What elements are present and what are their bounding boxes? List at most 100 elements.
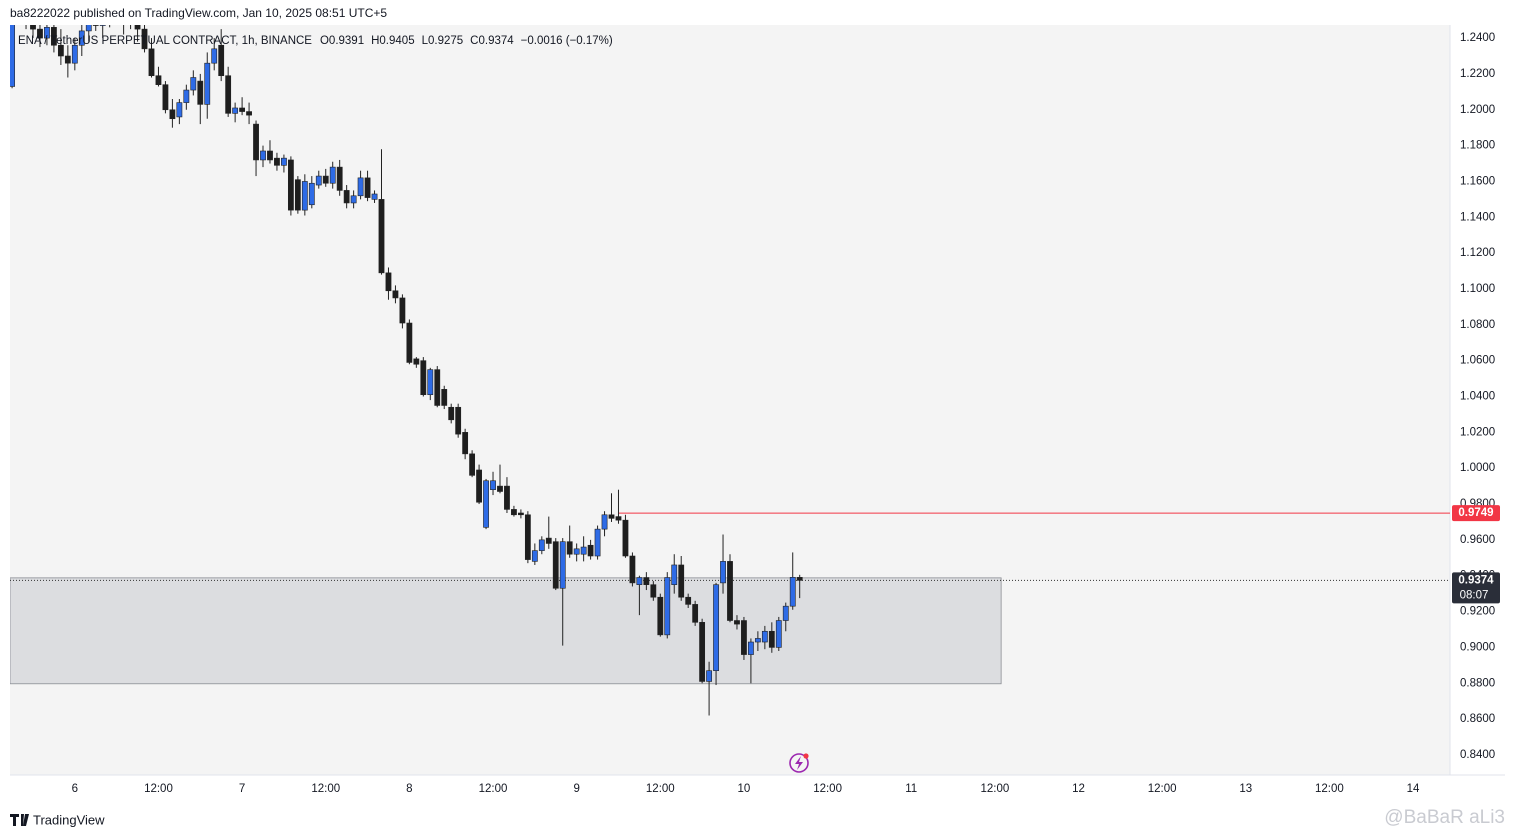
x-tick-label: 12:00 [1315,783,1344,795]
candle-body [559,541,566,589]
resistance-price-label: 0.9749 [1458,507,1493,519]
candle-body [671,564,678,585]
candle-body [371,193,378,200]
candle-body [92,25,99,26]
candle-body [692,604,699,623]
candle-body [775,620,782,648]
candle-body [399,297,406,324]
y-tick-label: 1.0600 [1460,355,1495,367]
candle-body [413,358,420,365]
candle-body [524,514,531,560]
candle-body [148,48,155,77]
ohlc-value: H0.9405 [371,35,414,47]
x-tick-label: 12:00 [813,783,842,795]
countdown-label: 08:07 [1460,589,1489,601]
candle-body [162,84,169,111]
candle-body [155,75,162,85]
candle-body [57,44,64,57]
candle-body [274,157,280,166]
candle-body [211,48,218,64]
candle-body [497,485,503,492]
candle-body [782,605,789,621]
alert-icon [789,753,809,773]
candle-body [225,75,232,114]
candle-body [336,166,343,191]
candle-body [427,369,434,396]
x-tick-label: 11 [905,783,917,795]
candle-body [518,512,524,516]
x-tick-label: 7 [239,783,245,795]
candle-body [734,620,740,625]
y-tick-label: 1.0000 [1460,462,1495,474]
x-tick-label: 12:00 [980,783,1009,795]
candle-body [197,80,204,105]
candle-body [594,528,601,557]
x-tick-label: 13 [1239,783,1252,795]
candle-body [720,561,726,584]
y-tick-label: 0.8800 [1460,677,1495,689]
candle-body [601,514,608,530]
y-tick-label: 1.2200 [1460,68,1495,80]
y-tick-label: 1.2400 [1460,32,1495,44]
candle-body [294,179,301,211]
brand-logo [10,814,29,826]
y-tick-label: 1.1200 [1460,247,1495,259]
candle-body [448,406,455,421]
last-price-label: 0.9374 [1458,574,1494,586]
plot-area [10,25,1450,716]
candle-body [343,190,350,204]
candle-body [406,322,413,363]
axes: 0.84000.86000.88000.90000.92000.94000.96… [72,32,1500,795]
x-tick-label: 12 [1072,783,1085,795]
candle-body [483,480,489,528]
candle-body [455,406,462,435]
candle-body [476,469,482,503]
candle-body [51,27,57,46]
candle-body [615,516,622,521]
legend: ENA / TetherUS PERPETUAL CONTRACT, 1h, B… [18,35,613,47]
candle-body [218,44,225,77]
y-tick-label: 1.0400 [1460,391,1495,403]
candle-body [64,55,71,64]
candle-body [636,577,643,585]
y-tick-label: 1.1600 [1460,175,1495,187]
candle-body [643,577,650,585]
y-tick-label: 1.0200 [1460,426,1495,438]
y-tick-label: 1.1400 [1460,211,1495,223]
candle-body [622,519,629,557]
x-tick-label: 12:00 [144,783,173,795]
candle-body [301,181,308,211]
candle-body [308,182,315,206]
candle-body [587,544,594,557]
candle-body [183,89,190,103]
y-tick-label: 0.9000 [1460,641,1495,653]
candle-body [511,509,517,516]
candle-body [385,272,392,292]
candle-body [552,541,559,589]
candle-body [99,25,106,26]
candle-body [350,195,357,204]
candle-body [580,546,587,555]
candle-body [441,389,448,406]
candle-body [566,541,573,555]
candle-body [664,577,671,636]
candle-body [573,548,580,555]
candle-body [761,630,768,643]
candle-body [392,290,399,299]
candle-body [629,555,636,584]
candle-body [657,596,664,636]
candle-body [364,177,371,198]
candle-body [706,670,712,682]
candle-body [741,620,747,655]
candle-body [538,539,545,551]
candle-body [281,157,287,166]
candle-body [85,25,92,32]
ohlc-value: O0.9391 [320,35,364,47]
candle-body [190,77,197,91]
y-tick-label: 1.1800 [1460,140,1495,152]
publish-header: ba8222022 published on TradingView.com, … [10,6,387,20]
candle-body [204,62,211,105]
x-tick-label: 14 [1407,783,1420,795]
candle-body [748,641,754,655]
